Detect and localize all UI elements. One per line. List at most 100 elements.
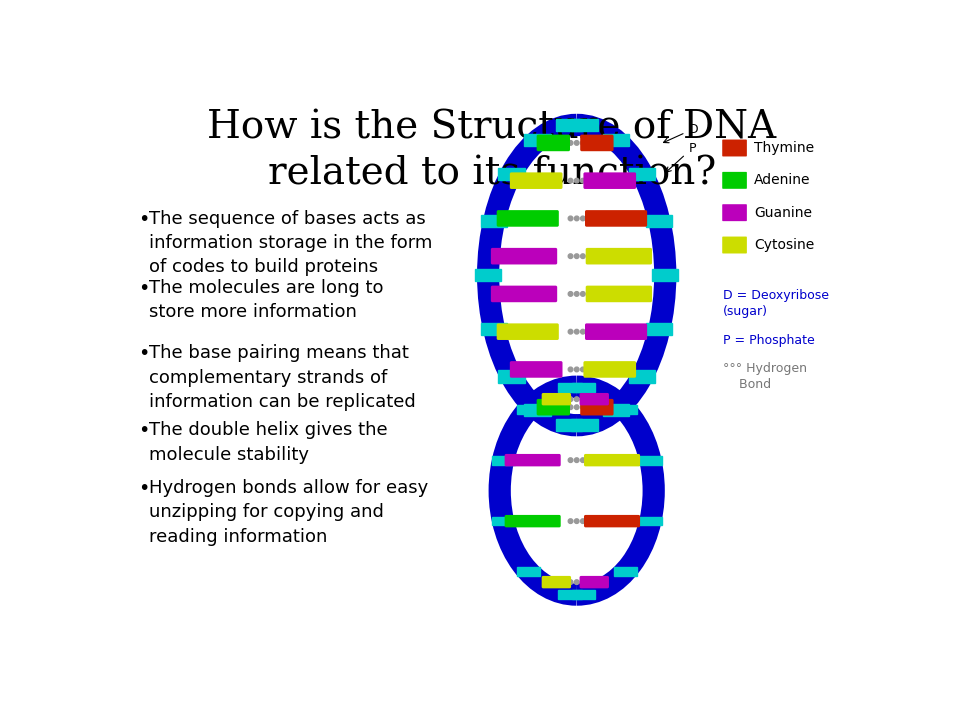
Circle shape <box>581 292 586 296</box>
Circle shape <box>574 329 579 334</box>
FancyBboxPatch shape <box>722 140 747 156</box>
FancyBboxPatch shape <box>505 515 561 527</box>
FancyBboxPatch shape <box>586 286 652 302</box>
Circle shape <box>574 519 579 523</box>
Circle shape <box>581 519 586 523</box>
FancyBboxPatch shape <box>613 567 636 576</box>
Text: The sequence of bases acts as
information storage in the form
of codes to build : The sequence of bases acts as informatio… <box>150 210 433 276</box>
Circle shape <box>574 397 579 402</box>
FancyBboxPatch shape <box>584 172 636 189</box>
Circle shape <box>574 580 579 585</box>
Circle shape <box>581 367 586 372</box>
Circle shape <box>568 216 573 221</box>
Text: P = Phosphate: P = Phosphate <box>723 333 815 346</box>
FancyBboxPatch shape <box>510 361 563 378</box>
Text: The molecules are long to
store more information: The molecules are long to store more inf… <box>150 279 384 321</box>
Text: Adenine: Adenine <box>754 174 810 187</box>
FancyBboxPatch shape <box>498 371 524 382</box>
Text: Guanine: Guanine <box>754 206 812 220</box>
FancyBboxPatch shape <box>722 172 747 189</box>
Text: •: • <box>138 279 149 298</box>
Circle shape <box>581 397 586 402</box>
FancyBboxPatch shape <box>652 269 679 281</box>
FancyBboxPatch shape <box>629 168 655 179</box>
Text: D = Deoxyribose
(sugar): D = Deoxyribose (sugar) <box>723 289 829 318</box>
Circle shape <box>574 458 579 462</box>
FancyBboxPatch shape <box>571 120 597 132</box>
FancyBboxPatch shape <box>584 515 640 527</box>
FancyBboxPatch shape <box>492 456 515 464</box>
FancyBboxPatch shape <box>505 454 561 467</box>
Circle shape <box>581 179 586 183</box>
FancyBboxPatch shape <box>646 323 672 336</box>
Circle shape <box>581 580 586 585</box>
FancyBboxPatch shape <box>481 215 507 227</box>
Circle shape <box>568 580 573 585</box>
Circle shape <box>581 254 586 258</box>
FancyBboxPatch shape <box>629 371 655 382</box>
Circle shape <box>568 329 573 334</box>
FancyBboxPatch shape <box>613 405 636 414</box>
Text: D: D <box>663 122 698 143</box>
FancyBboxPatch shape <box>541 393 571 405</box>
Circle shape <box>568 519 573 523</box>
Text: Hydrogen bonds allow for easy
unzipping for copying and
reading information: Hydrogen bonds allow for easy unzipping … <box>150 479 428 546</box>
FancyBboxPatch shape <box>559 590 582 598</box>
FancyBboxPatch shape <box>491 286 557 302</box>
FancyBboxPatch shape <box>646 215 672 227</box>
Circle shape <box>574 140 579 145</box>
Circle shape <box>574 367 579 372</box>
FancyBboxPatch shape <box>571 418 597 431</box>
FancyBboxPatch shape <box>572 590 595 598</box>
Text: •: • <box>138 479 149 498</box>
FancyBboxPatch shape <box>556 418 582 431</box>
Text: How is the Structure of DNA
related to its function?: How is the Structure of DNA related to i… <box>207 109 777 192</box>
FancyBboxPatch shape <box>556 120 582 132</box>
Circle shape <box>568 179 573 183</box>
FancyBboxPatch shape <box>585 323 647 340</box>
FancyBboxPatch shape <box>537 399 570 415</box>
FancyBboxPatch shape <box>559 383 582 392</box>
Circle shape <box>581 458 586 462</box>
FancyBboxPatch shape <box>496 323 559 340</box>
FancyBboxPatch shape <box>516 405 540 414</box>
Circle shape <box>574 179 579 183</box>
FancyBboxPatch shape <box>572 383 595 392</box>
Text: °°° Hydrogen
    Bond: °°° Hydrogen Bond <box>723 362 807 391</box>
FancyBboxPatch shape <box>603 135 629 146</box>
Text: •: • <box>138 421 149 441</box>
Text: The base pairing means that
complementary strands of
information can be replicat: The base pairing means that complementar… <box>150 344 416 411</box>
Circle shape <box>568 367 573 372</box>
FancyBboxPatch shape <box>580 393 609 405</box>
Circle shape <box>574 254 579 258</box>
Circle shape <box>568 254 573 258</box>
Text: Thymine: Thymine <box>754 141 814 155</box>
Circle shape <box>581 216 586 221</box>
FancyBboxPatch shape <box>524 135 551 146</box>
Circle shape <box>568 397 573 402</box>
Circle shape <box>581 329 586 334</box>
FancyBboxPatch shape <box>491 248 557 264</box>
FancyBboxPatch shape <box>498 168 524 179</box>
FancyBboxPatch shape <box>722 237 747 253</box>
Text: •: • <box>138 210 149 228</box>
FancyBboxPatch shape <box>638 456 661 464</box>
FancyBboxPatch shape <box>584 361 636 378</box>
FancyBboxPatch shape <box>722 204 747 221</box>
FancyBboxPatch shape <box>516 567 540 576</box>
FancyBboxPatch shape <box>481 323 507 336</box>
FancyBboxPatch shape <box>475 269 501 281</box>
FancyBboxPatch shape <box>496 210 559 227</box>
FancyBboxPatch shape <box>638 517 661 526</box>
Circle shape <box>568 458 573 462</box>
FancyBboxPatch shape <box>584 454 640 467</box>
FancyBboxPatch shape <box>580 399 613 415</box>
FancyBboxPatch shape <box>580 135 613 151</box>
FancyBboxPatch shape <box>537 135 570 151</box>
Text: •: • <box>138 344 149 364</box>
FancyBboxPatch shape <box>541 576 571 588</box>
FancyBboxPatch shape <box>580 576 609 588</box>
FancyBboxPatch shape <box>585 210 647 227</box>
Text: Cytosine: Cytosine <box>754 238 814 252</box>
Text: The double helix gives the
molecule stability: The double helix gives the molecule stab… <box>150 421 388 464</box>
